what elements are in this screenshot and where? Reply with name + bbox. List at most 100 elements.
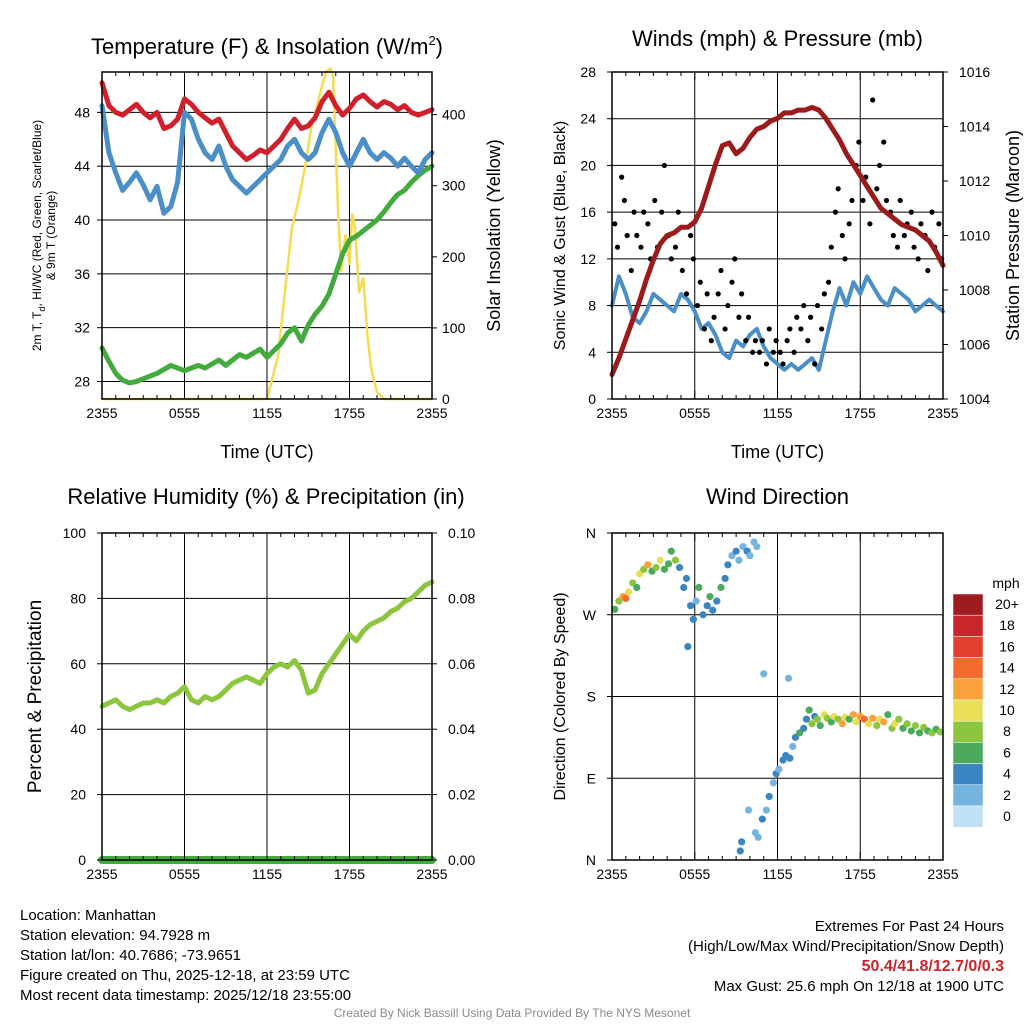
y-tick-label: 28 <box>580 64 596 80</box>
gust-point <box>694 302 701 309</box>
humidity-line <box>99 579 435 713</box>
y2-tick-label: 100 <box>442 320 466 336</box>
gust-point <box>745 314 752 320</box>
gust-point <box>756 349 763 355</box>
direction-point <box>746 552 754 560</box>
gust-point <box>918 221 924 227</box>
series-line-2 <box>99 80 435 162</box>
gust-point <box>798 326 804 332</box>
elevation-text: Station elevation: 94.7928 m <box>20 927 211 944</box>
direction-point <box>827 718 835 726</box>
y2-tick-label: 300 <box>442 178 466 194</box>
direction-point <box>735 556 743 564</box>
x-tick-label: 2355 <box>596 405 627 421</box>
gust-point <box>652 197 658 204</box>
y-tick-label: 16 <box>580 204 596 220</box>
x-tick-label: 1155 <box>252 866 282 882</box>
x-tick-label: 1155 <box>762 405 792 421</box>
gust-point <box>784 338 790 344</box>
gust-point <box>736 314 742 320</box>
gust-point <box>621 197 628 204</box>
extremes-subtitle: (High/Low/Max Wind/Precipitation/Snow De… <box>688 938 1004 955</box>
gust-point <box>770 349 776 355</box>
temperature-chart: 28 32 36 40 44 48 0 100 200 300 400 2355 0555 1155 175… <box>30 33 504 462</box>
direction-point <box>911 721 920 730</box>
gust-point <box>929 209 935 215</box>
direction-point <box>695 583 703 592</box>
gust-point <box>860 197 866 204</box>
direction-point <box>873 721 881 730</box>
gust-point <box>805 338 811 344</box>
gust-point <box>867 221 873 227</box>
chart-title: Winds (mph) & Pressure (mb) <box>632 26 923 51</box>
legend-label: 14 <box>999 660 1015 676</box>
direction-point <box>728 552 736 560</box>
legend-label: 6 <box>1003 744 1011 760</box>
gust-point <box>722 326 728 332</box>
direction-point <box>640 565 648 573</box>
x-axis-label: Time (UTC) <box>731 442 824 462</box>
gust-point <box>874 186 880 192</box>
extremes-title: Extremes For Past 24 Hours <box>814 918 1004 935</box>
chart-title: Wind Direction <box>706 484 849 509</box>
direction-point <box>736 847 744 855</box>
gust-point <box>825 279 832 285</box>
y-tick-label: 12 <box>580 251 596 267</box>
gust-point <box>645 221 651 227</box>
gust-point <box>801 302 807 309</box>
gust-point <box>750 349 756 355</box>
y2-tick-label: 0.10 <box>448 525 475 541</box>
x-tick-label: 2355 <box>86 405 117 421</box>
direction-point <box>732 547 740 555</box>
direction-point <box>895 715 903 723</box>
credit-line: Created By Nick Bassill Using Data Provi… <box>333 1006 691 1020</box>
direction-point <box>891 720 899 728</box>
y2-tick-label: 1012 <box>959 173 990 189</box>
x-tick-label: 1755 <box>334 405 365 421</box>
gust-point <box>683 291 690 297</box>
direction-point <box>689 615 697 623</box>
gust-point <box>701 326 708 332</box>
legend-label: 0 <box>1003 808 1011 824</box>
gust-point <box>911 244 917 250</box>
direction-point <box>765 792 773 801</box>
direction-point <box>864 720 873 728</box>
chart-title-tail: ) <box>436 34 443 59</box>
gust-point <box>619 174 625 180</box>
direction-point <box>808 720 816 728</box>
x-tick-label: 2355 <box>927 866 958 882</box>
series-line-0 <box>99 163 435 386</box>
gust-point <box>936 221 942 227</box>
x-tick-label: 1155 <box>762 866 792 882</box>
y-axis-label-part: , HI/WC (Red, Green, Scarlet/Blue) <box>30 120 44 307</box>
legend-label: 18 <box>999 617 1015 633</box>
gust-point <box>819 326 825 332</box>
x-tick-label: 1155 <box>252 405 282 421</box>
direction-point <box>739 543 747 551</box>
y-tick-label: 40 <box>70 721 86 737</box>
direction-point <box>789 742 797 751</box>
gust-point <box>812 361 818 367</box>
gust-point <box>708 338 714 344</box>
legend-title: mph <box>992 575 1019 591</box>
extremes-values: 50.4/41.8/12.7/0/0.3 <box>861 958 1004 975</box>
x-tick-label: 0555 <box>169 405 200 421</box>
gust-point <box>729 279 735 285</box>
gust-point <box>718 267 724 274</box>
direction-point <box>629 579 637 587</box>
x-tick-label: 2355 <box>927 405 958 421</box>
direction-point <box>713 597 721 605</box>
y-tick-label: 20 <box>580 157 596 173</box>
direction-point <box>680 583 688 592</box>
direction-point <box>635 570 644 578</box>
gust-point <box>835 186 841 192</box>
direction-point <box>816 721 824 730</box>
y-axis-label: Direction (Colored By Speed) <box>552 592 569 800</box>
y-tick-label: 80 <box>70 590 86 606</box>
y-tick-label: 48 <box>74 104 90 120</box>
direction-point <box>652 563 660 572</box>
y-tick-label: 8 <box>588 298 596 314</box>
y-axis-label-subscript: d <box>37 307 47 312</box>
direction-point <box>762 806 771 814</box>
